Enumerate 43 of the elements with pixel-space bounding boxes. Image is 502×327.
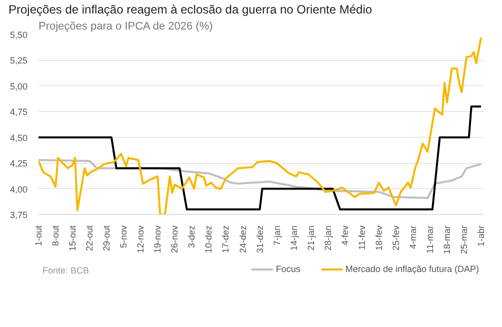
x-tick-label: 1-out — [34, 225, 44, 246]
y-tick-label: 4,50 — [10, 132, 28, 143]
y-tick-label: 4,75 — [10, 107, 28, 118]
x-tick-label: 19-nov — [152, 225, 163, 254]
source-note: Fonte: BCB — [42, 266, 90, 276]
x-tick-label: 1-abr — [476, 225, 486, 247]
x-tick-label: 14-jan — [288, 225, 299, 251]
x-tick-label: 12-nov — [136, 225, 146, 254]
y-tick-label: 5,25 — [10, 56, 28, 66]
x-tick-label: 29-out — [102, 225, 112, 252]
x-tick-label: 4-mar — [408, 225, 418, 249]
chart-subtitle: Projeções para o IPCA de 2026 (%) — [38, 20, 213, 32]
x-tick-label: 25-fev — [390, 225, 401, 251]
x-tick-label: 18-mar — [442, 225, 452, 254]
x-tick-label: 25-mar — [459, 225, 470, 254]
x-tick-label: 31-dez — [254, 225, 265, 254]
x-tick-label: 18-fev — [374, 225, 384, 251]
y-tick-label: 4,00 — [10, 184, 28, 194]
x-tick-label: 4-fev — [340, 225, 350, 246]
x-tick-label: 21-jan — [306, 225, 316, 251]
x-tick-label: 22-out — [84, 225, 95, 252]
line-series — [38, 36, 482, 214]
y-tick-label: 5,00 — [10, 81, 28, 92]
x-tick-label: 28-jan — [322, 225, 333, 251]
x-tick-label: 26-nov — [170, 225, 180, 254]
x-tick-label: 10-dez — [204, 225, 214, 254]
x-tick-label: 3-dez — [186, 225, 197, 248]
legend-label: Mercado de inflação futura (DAP) — [345, 264, 479, 274]
line-series — [38, 158, 482, 200]
x-tick-label: 17-dez — [220, 225, 231, 254]
x-tick-label: 8-out — [50, 225, 61, 246]
y-tick-label: 4,25 — [10, 158, 28, 169]
x-tick-label: 7-jan — [272, 225, 282, 246]
x-tick-label: 11-fev — [356, 225, 367, 250]
x-tick-label: 15-out — [68, 225, 78, 252]
y-tick-label: 3,75 — [10, 210, 28, 220]
y-tick-label: 5,50 — [10, 30, 28, 40]
line-series — [38, 106, 482, 210]
legend-label: Focus — [276, 264, 300, 274]
x-tick-label: 11-mar — [425, 225, 436, 254]
chart-title: Projeções de inflação reagem à eclosão da guerra no Oriente Médio — [8, 2, 372, 16]
x-tick-label: 5-nov — [118, 225, 129, 248]
x-tick-label: 24-dez — [238, 225, 248, 254]
